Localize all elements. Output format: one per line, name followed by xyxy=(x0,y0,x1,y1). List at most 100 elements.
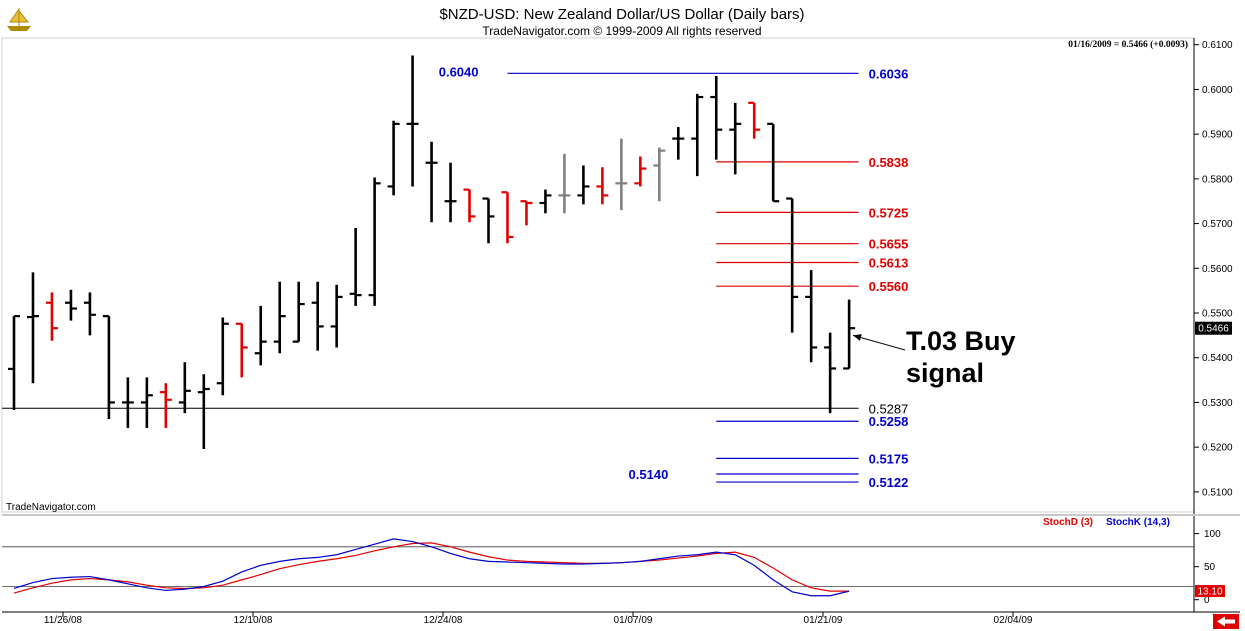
annotation-line-1: T.03 Buy xyxy=(906,326,1016,356)
ohlc-bar xyxy=(463,188,476,223)
ohlc-bar xyxy=(368,177,381,306)
stoch-series-line xyxy=(13,538,850,597)
ohlc-bar xyxy=(520,200,533,226)
stoch-axis-tick: 0 xyxy=(1204,595,1210,606)
legend-stoch-d: StochD (3) xyxy=(1043,517,1093,528)
level-label: 0.5560 xyxy=(869,279,909,294)
level-label: 0.5258 xyxy=(869,414,909,429)
date-axis-tick: 02/04/09 xyxy=(994,615,1033,626)
price-axis-tick: 0.6100 xyxy=(1202,40,1233,51)
ohlc-bar xyxy=(805,270,818,363)
ohlc-bar xyxy=(178,362,191,414)
ohlc-bar xyxy=(634,156,647,187)
ohlc-bar xyxy=(843,299,856,370)
ohlc-bar xyxy=(691,93,704,177)
ohlc-bar xyxy=(786,197,799,333)
date-axis: 11/26/08 12/10/08 12/24/08 01/07/09 01/21/09… xyxy=(44,612,1033,626)
stoch-axis-tick: 100 xyxy=(1204,529,1221,540)
scroll-left-arrow-icon[interactable] xyxy=(1213,614,1239,629)
ohlc-bar xyxy=(444,162,457,223)
ohlc-bar xyxy=(672,126,685,160)
ohlc-bar xyxy=(501,191,514,244)
last-price-label: 0.5466 xyxy=(1198,324,1229,335)
price-axis-tick: 0.6000 xyxy=(1202,85,1233,96)
chart-copyright: TradeNavigator.com © 1999-2009 All right… xyxy=(482,24,761,38)
ohlc-bar xyxy=(83,292,96,336)
ohlc-bar xyxy=(748,101,761,139)
sailing-ship-logo-icon[interactable] xyxy=(5,6,33,32)
last-price-box xyxy=(1195,321,1232,335)
buy-signal-annotation: T.03 Buy signal xyxy=(852,326,1016,388)
price-bars xyxy=(8,55,856,449)
ohlc-bar xyxy=(539,189,552,214)
date-axis-tick: 01/07/09 xyxy=(614,615,653,626)
ohlc-bar xyxy=(102,315,115,419)
price-axis-tick: 0.5800 xyxy=(1202,174,1233,185)
ohlc-bar xyxy=(387,120,400,196)
ohlc-bar xyxy=(596,167,609,205)
level-label: 0.6036 xyxy=(869,66,909,81)
level-label-left: 0.5140 xyxy=(629,467,669,482)
ohlc-bar xyxy=(64,289,77,321)
ohlc-bar xyxy=(235,322,248,378)
ohlc-bar xyxy=(653,147,666,202)
ohlc-bar xyxy=(254,305,267,366)
level-label-left: 0.6040 xyxy=(439,65,479,80)
price-readout: 01/16/2009 = 0.5466 (+0.0093) xyxy=(1068,39,1188,50)
stoch-last-value-box xyxy=(1195,585,1225,598)
ohlc-bar xyxy=(26,272,39,384)
ohlc-bar xyxy=(292,281,305,343)
ohlc-bar xyxy=(425,141,438,223)
ohlc-bar xyxy=(8,315,20,411)
ohlc-bar xyxy=(406,55,419,187)
date-axis-tick: 01/21/09 xyxy=(804,615,843,626)
legend-stoch-k: StochK (14,3) xyxy=(1106,517,1170,528)
level-label: 0.5655 xyxy=(869,237,909,252)
stochastic-panel: 100 50 013.10 xyxy=(2,529,1225,606)
stoch-last-value-label: 13.10 xyxy=(1197,587,1222,598)
stoch-axis-tick: 50 xyxy=(1204,562,1216,573)
date-axis-tick: 11/26/08 xyxy=(44,615,83,626)
price-levels: 0.6036 0.5838 0.5725 0.5655 0.5613 0.5560 0.52… xyxy=(2,65,909,490)
ohlc-bar xyxy=(140,377,153,428)
ohlc-bar xyxy=(824,332,837,414)
ohlc-bar xyxy=(482,197,495,244)
annotation-line-2: signal xyxy=(906,358,984,388)
price-axis-tick: 0.5900 xyxy=(1202,130,1233,141)
ohlc-bar xyxy=(577,165,590,205)
level-label: 0.5613 xyxy=(869,255,909,270)
price-axis-tick: 0.5400 xyxy=(1202,353,1233,364)
ohlc-bar xyxy=(159,383,172,428)
ohlc-bar xyxy=(729,102,742,175)
annotation-arrow xyxy=(852,334,906,351)
price-axis: 0.6100 0.6000 0.5900 0.5800 0.5700 0.5600 0.55… xyxy=(1194,40,1233,498)
level-label: 0.5122 xyxy=(869,475,909,490)
ohlc-bar xyxy=(216,317,229,396)
ohlc-bar xyxy=(121,377,134,428)
price-axis-tick: 0.5200 xyxy=(1202,443,1233,454)
ohlc-bar xyxy=(197,374,210,449)
price-panel xyxy=(1,37,1195,513)
date-axis-tick: 12/24/08 xyxy=(424,615,463,626)
price-axis-tick: 0.5700 xyxy=(1202,219,1233,230)
price-axis-tick: 0.5300 xyxy=(1202,398,1233,409)
level-label: 0.5838 xyxy=(869,155,909,170)
chart-title: $NZD-USD: New Zealand Dollar/US Dollar (… xyxy=(439,6,804,23)
price-axis-tick: 0.5100 xyxy=(1202,487,1233,498)
ohlc-bar xyxy=(710,76,723,160)
ohlc-bar xyxy=(330,284,343,348)
ohlc-bar xyxy=(349,228,362,306)
ohlc-bar xyxy=(615,138,628,211)
level-label: 0.5725 xyxy=(869,205,909,220)
ohlc-bar xyxy=(311,281,324,351)
level-label: 0.5287 xyxy=(869,401,909,416)
ohlc-bar xyxy=(558,153,571,214)
stoch-series-line xyxy=(13,542,850,594)
ohlc-bar xyxy=(273,281,286,354)
watermark: TradeNavigator.com xyxy=(6,502,96,513)
level-label: 0.5175 xyxy=(869,451,909,466)
price-axis-tick: 0.5500 xyxy=(1202,309,1233,320)
annotation-arrowhead xyxy=(853,334,862,341)
ohlc-bar xyxy=(767,122,780,203)
